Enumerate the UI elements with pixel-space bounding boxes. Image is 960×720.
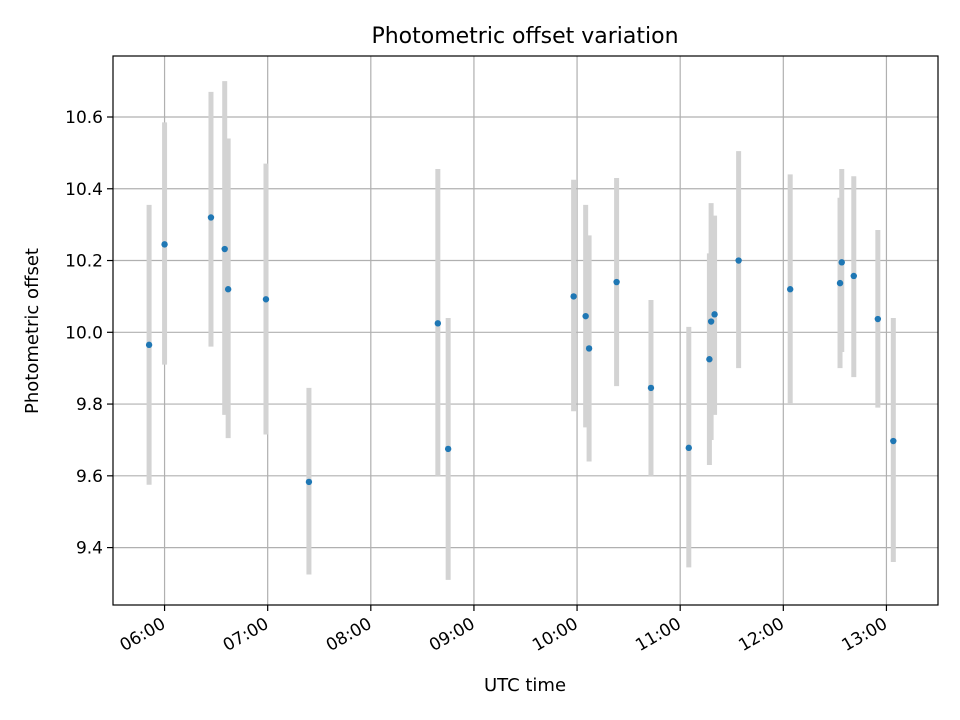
x-tick-label: 13:00 (839, 614, 891, 656)
data-point (145, 341, 153, 349)
data-point (786, 286, 794, 293)
data-point (444, 445, 452, 453)
x-tick-label: 12:00 (735, 614, 787, 656)
data-point (711, 311, 718, 318)
y-tick-label: 10.4 (65, 180, 103, 200)
x-tick-label: 09:00 (426, 614, 478, 656)
data-point (224, 286, 232, 293)
data-point (221, 245, 228, 253)
data-point (890, 437, 897, 445)
grid-lines (113, 56, 938, 605)
y-tick-label: 10.2 (65, 252, 103, 272)
data-point (570, 293, 577, 300)
data-point (836, 279, 844, 287)
y-tick-label: 9.4 (76, 539, 103, 559)
data-point (735, 257, 742, 264)
data-point (305, 478, 313, 486)
x-tick-label: 07:00 (220, 614, 272, 656)
x-axis-ticks: 06:00 07:00 08:00 09:00 10:00 11:00 12:00 13:00 (117, 605, 891, 656)
data-point (207, 214, 215, 221)
x-axis-label: UTC time (484, 675, 566, 696)
data-point (685, 444, 692, 452)
plot-area-frame (112, 55, 939, 606)
data-point (850, 272, 857, 280)
data-point (161, 241, 168, 248)
data-point (585, 345, 593, 352)
y-tick-label: 9.8 (76, 395, 103, 415)
data-point (838, 259, 845, 266)
x-tick-label: 11:00 (632, 614, 684, 656)
data-point (434, 320, 442, 327)
x-tick-label: 06:00 (117, 614, 169, 656)
y-tick-label: 9.6 (76, 467, 103, 487)
data-point (874, 315, 882, 323)
x-tick-label: 10:00 (529, 614, 581, 656)
data-point (707, 318, 715, 325)
y-tick-label: 10.6 (65, 108, 103, 128)
data-point (647, 384, 655, 392)
data-points (145, 214, 897, 486)
data-point (582, 312, 589, 320)
data-point (613, 278, 620, 286)
y-axis-label: Photometric offset (22, 248, 43, 414)
chart-title: Photometric offset variation (371, 24, 678, 49)
data-point (262, 296, 270, 303)
data-point (706, 356, 713, 363)
y-tick-label: 10.0 (65, 323, 103, 343)
x-tick-label: 08:00 (323, 614, 375, 656)
error-bars (146, 81, 896, 580)
y-axis-ticks: 9.4 9.6 9.8 10.0 10.2 10.4 10.6 (65, 108, 113, 559)
